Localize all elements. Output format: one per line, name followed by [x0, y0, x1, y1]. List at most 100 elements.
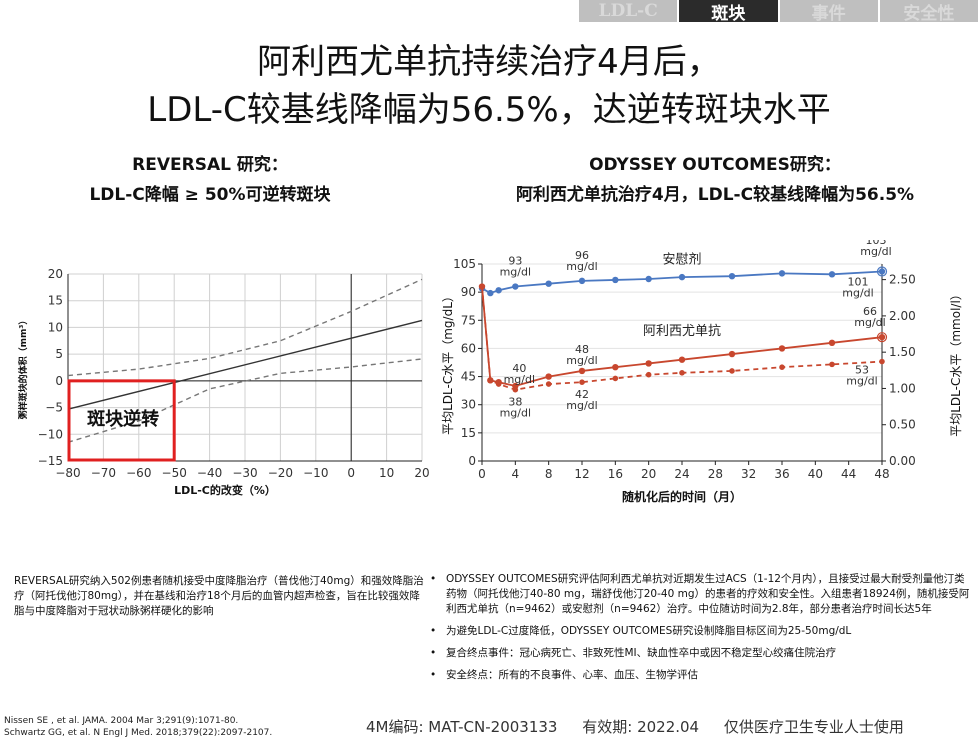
tab-safety[interactable]: 安全性 — [877, 0, 978, 24]
y-tick-label: 10 — [48, 320, 63, 334]
y-tick-label: 105 — [453, 257, 476, 271]
data-point — [612, 375, 619, 382]
tab-events[interactable]: 事件 — [777, 0, 878, 24]
y-tick-label: 45 — [461, 370, 476, 384]
data-point — [728, 272, 736, 280]
y-axis-label-right: 平均LDL-C水平（mmol/l） — [949, 288, 963, 437]
y-tick-label: 20 — [48, 267, 63, 281]
right-heading-line1: ODYSSEY OUTCOMES研究： — [589, 155, 841, 175]
annotation-value: 103 — [866, 240, 887, 247]
annotation-unit: mg/dl — [566, 354, 597, 367]
annotation-value: 93 — [508, 255, 522, 268]
data-point — [678, 356, 686, 363]
data-point — [545, 381, 552, 387]
note-item: • 为避免LDL-C过度降低，ODYSSEY OUTCOMES研究设制降脂目标区间… — [430, 625, 852, 637]
reversal-chart: −80 −70 −60 −50 −40 −30 −20 −10 0 10 20−15−10−5051… — [17, 267, 430, 497]
data-point — [487, 289, 494, 297]
odyssey-chart: 0 4 8 12 16 20 24 28 32 36 40 44 4801530456075901050… — [441, 240, 963, 504]
annotation-unit: mg/dl — [500, 407, 531, 420]
data-point — [878, 333, 886, 341]
y-right-tick-label: 0.50 — [889, 418, 916, 432]
x-tick-label: 20 — [414, 466, 429, 480]
left-heading: REVERSAL 研究： LDL-C降幅 ≥ 50%可逆转斑块 — [60, 150, 360, 210]
y-tick-label: 60 — [461, 341, 476, 355]
x-axis-label: LDL-C的改变（%） — [174, 483, 276, 497]
y-tick-label: 5 — [55, 347, 63, 361]
tab-plaque[interactable]: 斑块 — [677, 0, 778, 24]
data-point — [578, 277, 586, 285]
left-heading-line2: LDL-C降幅 ≥ 50%可逆转斑块 — [89, 185, 331, 205]
y-axis-label: 粥样斑块的体积（mm³） — [17, 316, 29, 420]
data-point — [512, 386, 519, 393]
data-point — [879, 358, 885, 365]
footer-code: 4M编码: MAT-CN-2003133 — [366, 718, 558, 736]
annotation-value: 40 — [512, 362, 526, 375]
odyssey-notes: • ODYSSEY OUTCOMES研究评估阿利西尤单抗对近期发生过ACS（1-1… — [430, 572, 970, 690]
x-tick-label: 48 — [874, 467, 889, 481]
x-tick-label: −10 — [303, 466, 328, 480]
y-right-tick-label: 1.50 — [889, 345, 916, 359]
note-text: ODYSSEY OUTCOMES研究评估阿利西尤单抗对近期发生过ACS（1-12… — [446, 573, 970, 615]
data-point — [545, 280, 552, 287]
footer-validity: 有效期: 2022.04 — [582, 718, 700, 736]
annotation-unit: mg/dl — [566, 399, 597, 412]
plaque-regression-label: 斑块逆转 — [87, 408, 159, 430]
annotation-value: 53 — [855, 364, 869, 377]
right-heading-line2: 阿利西尤单抗治疗4月，LDL-C较基线降幅为56.5% — [515, 185, 915, 205]
data-point — [579, 379, 585, 385]
end-marker — [876, 332, 888, 343]
x-tick-label: 20 — [641, 467, 656, 481]
y-right-tick-label: 1.00 — [889, 381, 916, 395]
y-tick-label: 75 — [461, 313, 476, 327]
data-point — [728, 350, 736, 358]
annotation-unit: mg/dl — [504, 373, 535, 386]
annotation-value: 48 — [575, 343, 589, 356]
x-tick-label: 40 — [808, 467, 823, 481]
data-point — [612, 276, 619, 284]
y-tick-label: −10 — [38, 427, 63, 441]
data-point — [778, 345, 786, 352]
y-right-tick-label: 2.00 — [889, 309, 916, 323]
page-title-line2: LDL-C较基线降幅为56.5%，达逆转斑块水平 — [147, 90, 831, 130]
tab-ldl-c[interactable]: LDL-C — [577, 0, 678, 22]
data-point — [778, 270, 786, 277]
legend-placebo: 安慰剂 — [662, 253, 701, 268]
y-tick-label: 30 — [461, 398, 476, 412]
data-point — [495, 287, 502, 294]
x-axis-label: 随机化后的时间（月） — [622, 489, 742, 504]
x-tick-label: 28 — [708, 467, 723, 481]
annotation-unit: mg/dl — [860, 245, 891, 258]
x-tick-label: −80 — [55, 466, 80, 480]
data-point — [645, 371, 652, 378]
y-tick-label: 0 — [468, 454, 476, 468]
y-right-tick-label: 2.50 — [889, 273, 916, 287]
note-item: • 安全终点：所有的不良事件、心率、血压、生物学评估 — [430, 669, 698, 681]
data-point — [578, 367, 586, 375]
annotation-value: 101 — [848, 276, 869, 289]
x-tick-label: −30 — [232, 466, 257, 480]
data-point — [645, 360, 652, 367]
page-title-line1: 阿利西尤单抗持续治疗4月后， — [257, 42, 721, 82]
note-text: 为避免LDL-C过度降低，ODYSSEY OUTCOMES研究设制降脂目标区间为… — [446, 625, 852, 637]
data-point — [512, 283, 519, 290]
x-tick-label: 12 — [574, 467, 589, 481]
left-heading-line1: REVERSAL 研究： — [132, 155, 288, 175]
annotation-unit: mg/dl — [566, 260, 597, 273]
y-tick-label: −5 — [45, 401, 63, 415]
data-point — [479, 283, 485, 290]
section-tabs: LDL-C 斑块 事件 安全性 — [577, 0, 978, 24]
x-tick-label: −70 — [91, 466, 116, 480]
data-point — [729, 368, 735, 374]
data-point — [545, 373, 552, 380]
note-text: 复合终点事件：冠心病死亡、非致死性MI、缺血性卒中或因不稳定型心绞痛住院治疗 — [446, 647, 837, 659]
reversal-description: REVERSAL研究纳入502例患者随机接受中度降脂治疗（普伐他汀40mg）和强… — [14, 575, 424, 617]
annotation-value: 66 — [863, 305, 877, 318]
page-title: 阿利西尤单抗持续治疗4月后， LDL-C较基线降幅为56.5%，达逆转斑块水平 — [0, 38, 978, 134]
references: Nissen SE , et al. JAMA. 2004 Mar 3;291(… — [4, 715, 272, 739]
note-item: • 复合终点事件：冠心病死亡、非致死性MI、缺血性卒中或因不稳定型心绞痛住院治疗 — [430, 647, 837, 659]
end-marker — [876, 266, 888, 277]
y-right-tick-label: 0.00 — [889, 454, 916, 468]
x-tick-label: −40 — [197, 466, 222, 480]
reference-1: Nissen SE , et al. JAMA. 2004 Mar 3;291(… — [4, 716, 239, 726]
y-tick-label: 90 — [461, 285, 476, 299]
